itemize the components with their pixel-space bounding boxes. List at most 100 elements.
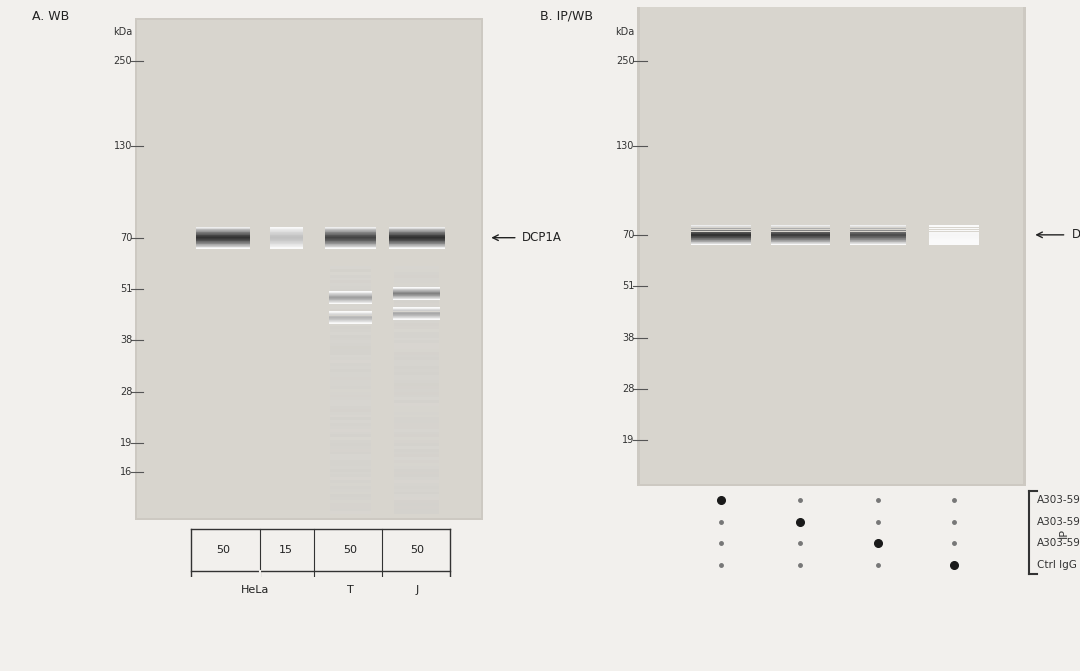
Bar <box>394 511 438 514</box>
Bar <box>394 389 438 392</box>
Text: 250: 250 <box>616 56 635 66</box>
Bar <box>394 280 438 283</box>
Bar <box>330 480 370 483</box>
Bar <box>394 435 438 437</box>
Text: 28: 28 <box>120 386 132 397</box>
Text: 51: 51 <box>120 284 132 294</box>
Bar <box>330 486 370 488</box>
Bar <box>197 232 251 234</box>
Bar <box>389 227 445 228</box>
Bar <box>330 463 370 466</box>
Bar <box>394 295 438 297</box>
Bar <box>135 18 483 520</box>
Bar <box>330 452 370 454</box>
Bar <box>270 235 302 236</box>
Bar <box>389 236 445 237</box>
Text: J: J <box>415 585 418 595</box>
Bar <box>330 460 370 463</box>
Text: A. WB: A. WB <box>32 9 69 23</box>
Bar <box>330 292 370 295</box>
Bar <box>325 227 376 228</box>
Bar <box>330 280 370 283</box>
Bar <box>394 495 438 497</box>
Bar <box>394 317 438 320</box>
Bar <box>394 426 438 429</box>
Bar <box>137 20 481 518</box>
Bar <box>330 266 370 269</box>
Bar <box>394 409 438 411</box>
Text: 51: 51 <box>622 281 635 291</box>
Bar <box>330 269 370 272</box>
Bar <box>270 238 302 239</box>
Bar <box>330 346 370 349</box>
Bar <box>330 335 370 338</box>
Bar <box>330 315 370 317</box>
Bar <box>197 246 251 247</box>
Bar <box>325 246 376 247</box>
Text: HeLa: HeLa <box>241 585 269 595</box>
Bar <box>394 446 438 449</box>
Bar <box>394 386 438 389</box>
Bar <box>394 503 438 506</box>
Bar <box>330 331 370 335</box>
Bar <box>270 248 302 249</box>
Bar <box>330 360 370 363</box>
Bar <box>394 463 438 466</box>
Bar <box>330 389 370 392</box>
Bar <box>389 243 445 244</box>
Bar <box>394 286 438 289</box>
Text: kDa: kDa <box>113 28 132 38</box>
Bar <box>270 243 302 244</box>
Bar <box>197 227 251 228</box>
Bar <box>639 0 1024 484</box>
Bar <box>330 383 370 386</box>
Bar <box>330 349 370 352</box>
Bar <box>330 323 370 326</box>
Bar <box>637 0 1026 486</box>
Bar <box>394 483 438 486</box>
Bar <box>394 466 438 468</box>
Text: 19: 19 <box>622 435 635 445</box>
Bar <box>270 241 302 242</box>
Bar <box>330 420 370 423</box>
Bar <box>330 437 370 440</box>
Bar <box>270 247 302 248</box>
Text: 70: 70 <box>622 230 635 240</box>
Bar <box>394 437 438 440</box>
Bar <box>270 231 302 232</box>
Bar <box>394 443 438 446</box>
Bar <box>197 242 251 243</box>
Bar <box>394 377 438 380</box>
Bar <box>330 458 370 460</box>
Bar <box>330 443 370 446</box>
Bar <box>394 352 438 354</box>
Bar <box>330 306 370 309</box>
Bar <box>197 248 251 249</box>
Bar <box>270 230 302 231</box>
Bar <box>325 238 376 239</box>
Bar <box>330 409 370 411</box>
Bar <box>330 340 370 343</box>
Bar <box>394 303 438 306</box>
Bar <box>330 500 370 503</box>
Bar <box>330 403 370 406</box>
Bar <box>394 440 438 443</box>
Text: 70: 70 <box>120 233 132 243</box>
Bar <box>197 243 251 244</box>
Bar <box>330 358 370 360</box>
Bar <box>270 244 302 245</box>
Bar <box>394 509 438 511</box>
Bar <box>394 400 438 403</box>
Bar <box>325 236 376 237</box>
Bar <box>394 338 438 340</box>
Bar <box>197 229 251 230</box>
Bar <box>394 331 438 335</box>
Bar <box>330 312 370 315</box>
Bar <box>197 247 251 248</box>
Bar <box>330 377 370 380</box>
Bar <box>394 423 438 426</box>
Bar <box>330 303 370 306</box>
Bar <box>394 477 438 480</box>
Bar <box>394 429 438 431</box>
Bar <box>330 326 370 329</box>
